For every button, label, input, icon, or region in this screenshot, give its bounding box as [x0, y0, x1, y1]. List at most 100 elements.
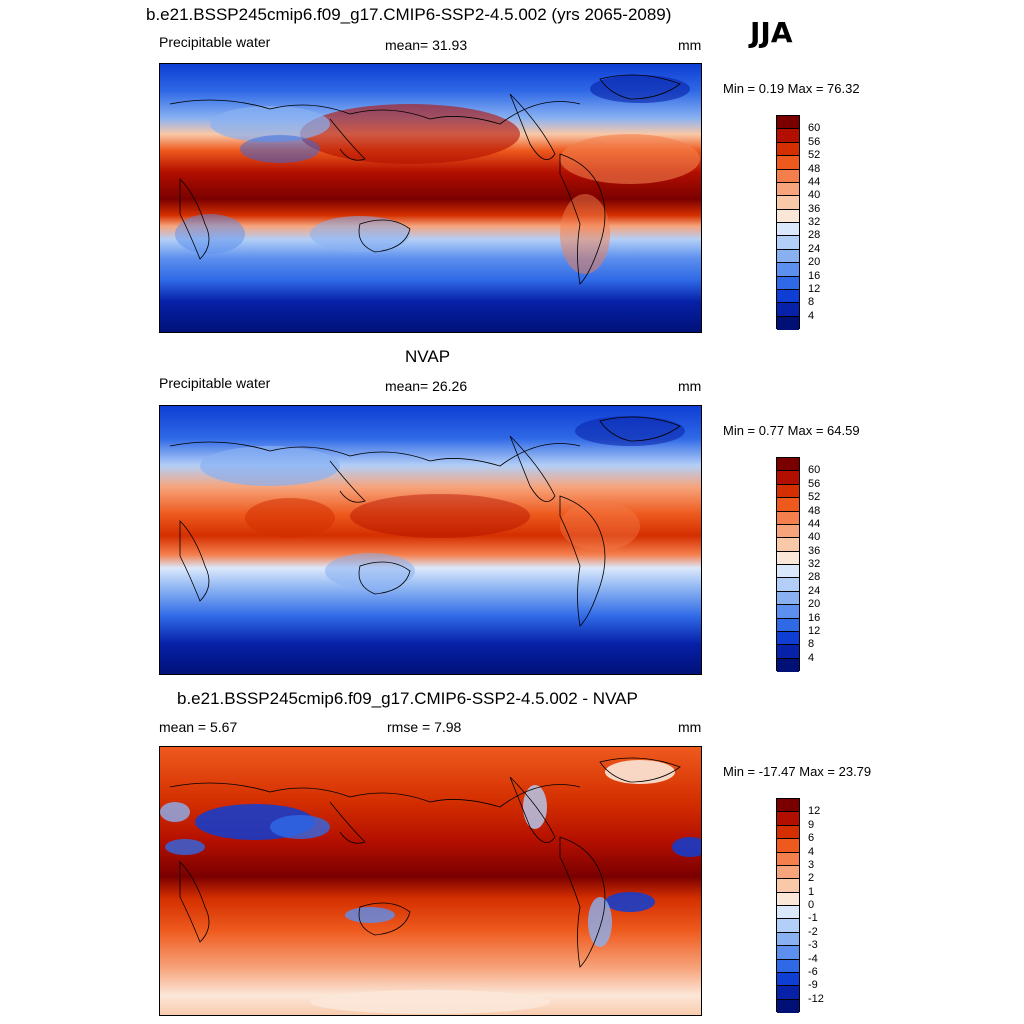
colorbar-swatch [777, 538, 799, 552]
panel-1-colorbar [776, 115, 800, 330]
panel-1-variable-label: Precipitable water [159, 34, 271, 50]
colorbar-swatch [777, 999, 799, 1013]
panel-2-variable-label: Precipitable water [159, 375, 271, 391]
colorbar-swatch [777, 223, 799, 237]
colorbar-swatch [777, 825, 799, 840]
colorbar-tick-label: 9 [808, 818, 815, 831]
panel-2-map [159, 405, 702, 675]
colorbar-tick-label: 4 [808, 651, 815, 664]
colorbar-tick-label: 12 [808, 282, 821, 295]
colorbar-swatch [777, 156, 799, 170]
colorbar-tick-label: 0 [808, 899, 815, 911]
colorbar-tick-label: -6 [808, 965, 818, 978]
colorbar-swatch [777, 919, 799, 933]
panel-3-units-label: mm [678, 719, 702, 735]
colorbar-tick-label: 1 [808, 885, 815, 898]
colorbar-tick-label: 4 [808, 845, 815, 858]
colorbar-swatch [777, 565, 799, 579]
panel-3-map [159, 746, 702, 1016]
colorbar-swatch [777, 182, 799, 197]
colorbar-tick-label: 56 [808, 477, 821, 490]
colorbar-swatch [777, 249, 799, 264]
colorbar-swatch [777, 484, 799, 499]
colorbar-tick-label: -12 [808, 992, 824, 1005]
colorbar-swatch [777, 892, 799, 906]
colorbar-swatch [777, 276, 799, 290]
colorbar-tick-label: 4 [808, 309, 815, 322]
colorbar-tick-label: 6 [808, 832, 815, 845]
panel-2-minmax-label: Min = 0.77 Max = 64.59 [723, 423, 860, 438]
colorbar-tick-label: 12 [808, 624, 821, 637]
colorbar-tick-label: 40 [808, 189, 821, 202]
colorbar-tick-label: 24 [808, 242, 821, 255]
panel-1-minmax-label: Min = 0.19 Max = 76.32 [723, 81, 860, 96]
colorbar-tick-label: 3 [808, 858, 815, 871]
colorbar-tick-label: 28 [808, 571, 821, 584]
colorbar-swatch [777, 524, 799, 539]
colorbar-swatch [777, 959, 799, 973]
panel-2-mean-label: mean= 26.26 [385, 378, 468, 394]
colorbar-swatch [777, 812, 799, 826]
colorbar-swatch [777, 986, 799, 1000]
colorbar-swatch [777, 799, 799, 813]
colorbar-tick-label: -4 [808, 952, 818, 965]
panel-1-map [159, 63, 702, 333]
panel-2-units-label: mm [678, 378, 702, 394]
colorbar-swatch [777, 303, 799, 317]
colorbar-tick-label: 40 [808, 531, 821, 544]
colorbar-swatch [777, 631, 799, 646]
colorbar-tick-label: 16 [808, 611, 821, 624]
colorbar-swatch [777, 142, 799, 157]
panel-1-map-plot [160, 64, 701, 332]
colorbar-tick-label: 60 [808, 122, 821, 135]
panel-3-title: b.e21.BSSP245cmip6.f09_g17.CMIP6-SSP2-4.… [177, 689, 638, 708]
colorbar-tick-label: 36 [808, 544, 821, 557]
season-label: JJA [750, 16, 793, 49]
colorbar-tick-label: 8 [808, 296, 815, 309]
colorbar-swatch [777, 289, 799, 304]
panel-3-rmse-label: rmse = 7.98 [387, 719, 462, 735]
colorbar-swatch [777, 972, 799, 987]
colorbar-swatch [777, 116, 799, 130]
colorbar-tick-label: -2 [808, 925, 818, 938]
panel-3-colorbar [776, 798, 800, 1013]
colorbar-swatch [777, 263, 799, 277]
colorbar-tick-label: -9 [808, 979, 818, 992]
colorbar-swatch [777, 196, 799, 210]
colorbar-tick-label: 12 [808, 805, 821, 818]
colorbar-swatch [777, 605, 799, 619]
colorbar-tick-label: 52 [808, 491, 821, 504]
colorbar-tick-label: 16 [808, 269, 821, 282]
colorbar-tick-label: 60 [808, 464, 821, 477]
colorbar-tick-label: 2 [808, 872, 815, 885]
colorbar-swatch [777, 458, 799, 472]
colorbar-swatch [777, 471, 799, 485]
panel-1-title: b.e21.BSSP245cmip6.f09_g17.CMIP6-SSP2-4.… [146, 5, 672, 24]
colorbar-swatch [777, 946, 799, 960]
colorbar-tick-label: 8 [808, 638, 815, 651]
colorbar-tick-label: 56 [808, 135, 821, 148]
panel-1-mean-label: mean= 31.93 [385, 37, 468, 53]
colorbar-tick-label: 28 [808, 229, 821, 242]
colorbar-tick-label: 52 [808, 149, 821, 162]
colorbar-swatch [777, 852, 799, 866]
panel-3-map-plot [160, 747, 701, 1015]
colorbar-swatch [777, 865, 799, 880]
colorbar-swatch [777, 236, 799, 250]
colorbar-swatch [777, 658, 799, 672]
colorbar-swatch [777, 209, 799, 223]
colorbar-swatch [777, 591, 799, 606]
colorbar-swatch [777, 879, 799, 893]
colorbar-tick-label: -3 [808, 939, 818, 952]
colorbar-swatch [777, 511, 799, 525]
colorbar-swatch [777, 498, 799, 512]
colorbar-swatch [777, 618, 799, 632]
colorbar-swatch [777, 129, 799, 143]
colorbar-swatch [777, 551, 799, 565]
panel-2-map-plot [160, 406, 701, 674]
panel-1-units-label: mm [678, 37, 702, 53]
panel-3-minmax-label: Min = -17.47 Max = 23.79 [723, 764, 872, 779]
panel-2-title: NVAP [405, 347, 451, 366]
colorbar-swatch [777, 645, 799, 659]
colorbar-tick-label: 32 [808, 558, 821, 570]
